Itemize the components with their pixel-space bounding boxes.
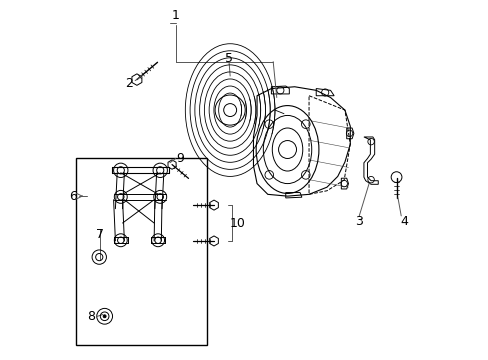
Text: 2: 2 xyxy=(125,77,133,90)
Text: 1: 1 xyxy=(171,9,179,22)
Text: 10: 10 xyxy=(229,217,245,230)
Text: 7: 7 xyxy=(96,228,104,241)
Text: 9: 9 xyxy=(176,152,183,165)
Text: 5: 5 xyxy=(224,51,233,64)
Text: 4: 4 xyxy=(399,215,407,228)
Circle shape xyxy=(103,315,106,318)
Text: 6: 6 xyxy=(69,190,77,203)
Text: 8: 8 xyxy=(87,310,95,323)
Text: 3: 3 xyxy=(355,215,363,228)
Bar xyxy=(76,158,206,345)
